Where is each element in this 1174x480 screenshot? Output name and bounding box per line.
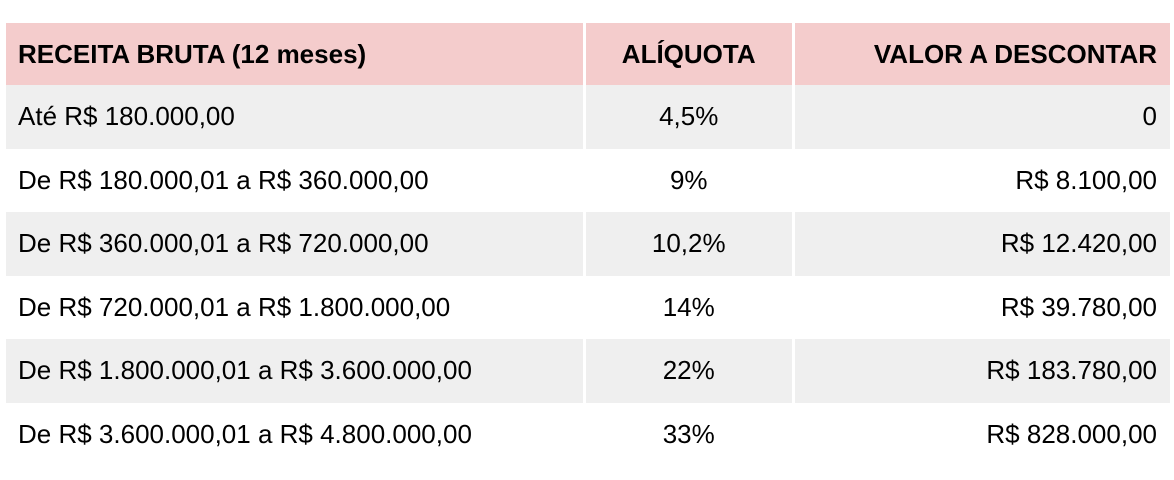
table-row: De R$ 1.800.000,01 a R$ 3.600.000,00 22%… — [6, 339, 1170, 403]
aliquota-cell: 9% — [585, 148, 792, 212]
receita-cell: De R$ 1.800.000,01 a R$ 3.600.000,00 — [6, 339, 583, 403]
receita-cell: De R$ 180.000,01 a R$ 360.000,00 — [6, 148, 583, 212]
receita-cell: Até R$ 180.000,00 — [6, 85, 583, 149]
table-row: De R$ 720.000,01 a R$ 1.800.000,00 14% R… — [6, 275, 1170, 339]
header-aliquota: ALÍQUOTA — [585, 23, 792, 85]
valor-cell: R$ 12.420,00 — [794, 212, 1170, 276]
header-receita-bruta: RECEITA BRUTA (12 meses) — [6, 23, 583, 85]
header-valor-a-descontar: VALOR A DESCONTAR — [794, 23, 1170, 85]
valor-cell: R$ 828.000,00 — [794, 402, 1170, 466]
table-row: De R$ 180.000,01 a R$ 360.000,00 9% R$ 8… — [6, 148, 1170, 212]
aliquota-cell: 14% — [585, 275, 792, 339]
receita-cell: De R$ 720.000,01 a R$ 1.800.000,00 — [6, 275, 583, 339]
valor-cell: 0 — [794, 85, 1170, 149]
aliquota-cell: 10,2% — [585, 212, 792, 276]
tax-bracket-table: RECEITA BRUTA (12 meses) ALÍQUOTA VALOR … — [6, 23, 1170, 466]
table-header-row: RECEITA BRUTA (12 meses) ALÍQUOTA VALOR … — [6, 23, 1170, 85]
valor-cell: R$ 39.780,00 — [794, 275, 1170, 339]
table-row: Até R$ 180.000,00 4,5% 0 — [6, 85, 1170, 149]
table-row: De R$ 360.000,01 a R$ 720.000,00 10,2% R… — [6, 212, 1170, 276]
aliquota-cell: 4,5% — [585, 85, 792, 149]
receita-cell: De R$ 360.000,01 a R$ 720.000,00 — [6, 212, 583, 276]
receita-cell: De R$ 3.600.000,01 a R$ 4.800.000,00 — [6, 402, 583, 466]
valor-cell: R$ 8.100,00 — [794, 148, 1170, 212]
table-row: De R$ 3.600.000,01 a R$ 4.800.000,00 33%… — [6, 402, 1170, 466]
valor-cell: R$ 183.780,00 — [794, 339, 1170, 403]
aliquota-cell: 22% — [585, 339, 792, 403]
aliquota-cell: 33% — [585, 402, 792, 466]
